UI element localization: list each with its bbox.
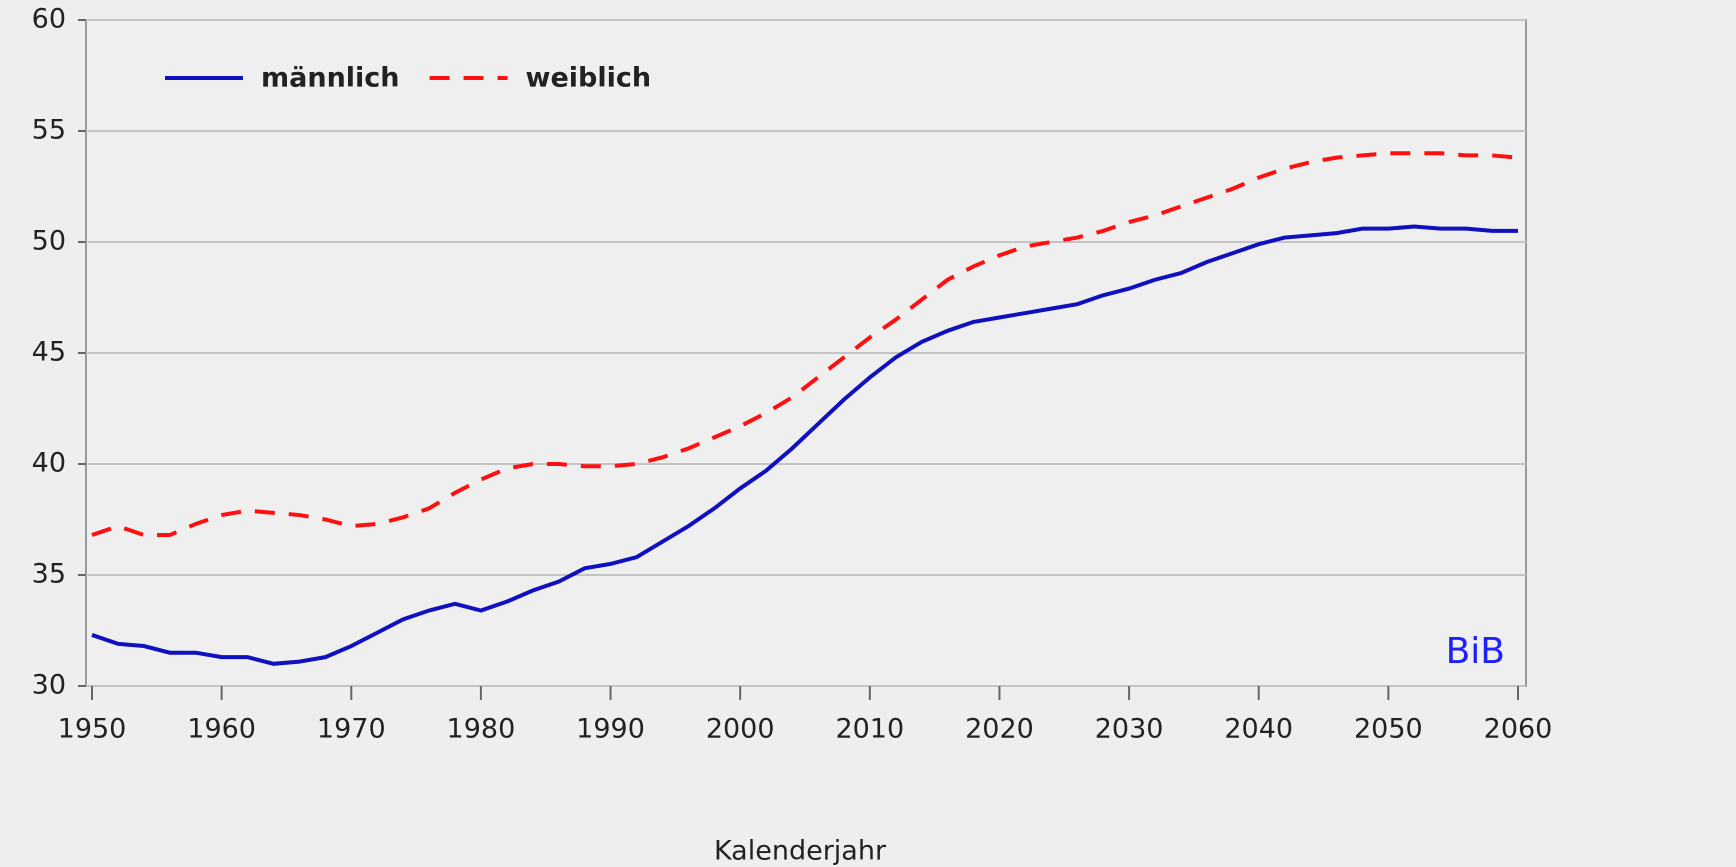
y-tick-label: 35: [32, 559, 66, 590]
x-tick-label: 2020: [965, 714, 1034, 745]
line-series: [91, 224, 1518, 666]
y-tick-label: 30: [32, 670, 66, 701]
y-tick-label: 40: [32, 448, 66, 479]
y-tick-label: 60: [32, 4, 66, 35]
x-axis-label: Kalenderjahr: [714, 836, 887, 867]
x-tick-label: 2000: [706, 714, 775, 745]
line-series: [91, 151, 1519, 538]
y-tick-label: 45: [32, 337, 66, 368]
x-tick-label: 1980: [447, 714, 516, 745]
y-tick-label: 50: [32, 226, 66, 257]
x-tick-label: 1990: [576, 714, 645, 745]
y-tick-label: 55: [32, 115, 66, 146]
annotation: BiB: [1446, 631, 1505, 672]
x-tick-label: 2030: [1095, 714, 1164, 745]
legend-label: männlich: [261, 63, 400, 94]
x-tick-label: 2040: [1224, 714, 1293, 745]
x-tick-label: 2060: [1484, 714, 1553, 745]
x-tick-label: 2010: [835, 714, 904, 745]
legend-label: weiblich: [526, 63, 652, 94]
x-tick-label: 1950: [58, 714, 127, 745]
x-tick-label: 1960: [187, 714, 256, 745]
x-tick-label: 2050: [1354, 714, 1423, 745]
x-tick-label: 1970: [317, 714, 386, 745]
